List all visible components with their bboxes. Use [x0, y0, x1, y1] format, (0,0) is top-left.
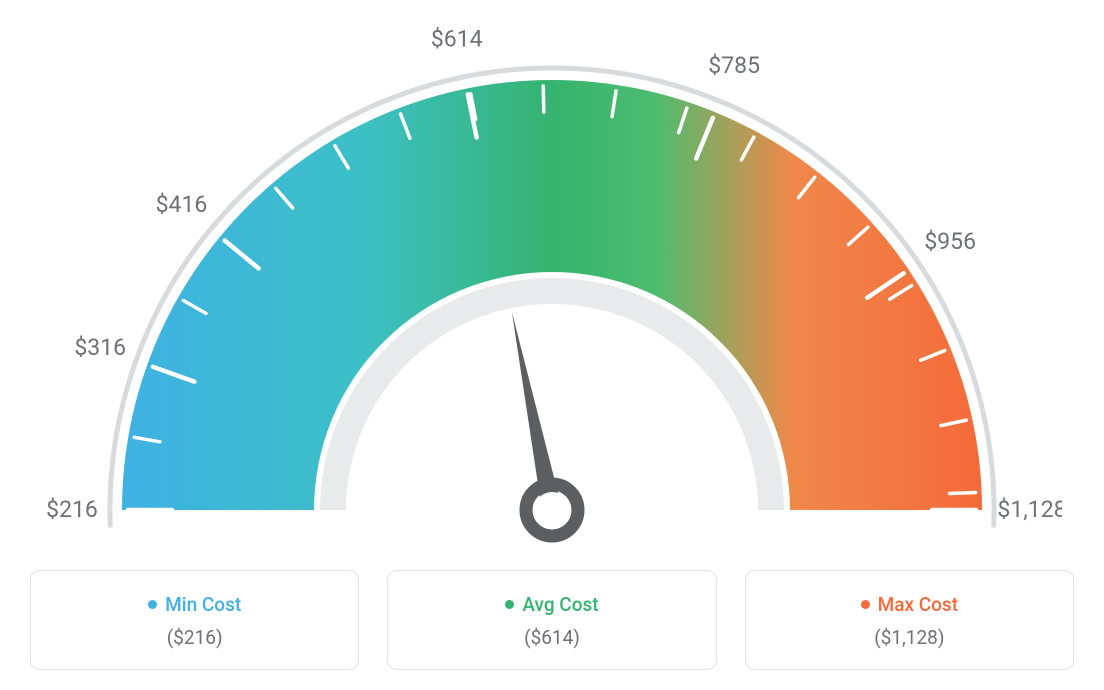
- gauge-chart-container: $216 $316 $416 $614 $785 $956 $1,128 Min Cost …: [0, 0, 1104, 690]
- legend-card-max: Max Cost ($1,128): [745, 570, 1074, 670]
- legend-row: Min Cost ($216) Avg Cost ($614) Max Cost…: [30, 570, 1074, 670]
- legend-dot-min: [148, 600, 157, 609]
- gauge-tick-label: $316: [74, 334, 126, 361]
- legend-label-avg: Avg Cost: [522, 593, 598, 616]
- legend-dot-max: [861, 600, 870, 609]
- legend-value-min: ($216): [167, 626, 223, 649]
- legend-label-min: Min Cost: [165, 593, 241, 616]
- gauge-tick-label: $785: [708, 52, 760, 79]
- legend-card-min: Min Cost ($216): [30, 570, 359, 670]
- legend-card-avg: Avg Cost ($614): [387, 570, 716, 670]
- legend-value-max: ($1,128): [874, 626, 944, 649]
- gauge-tick-label: $956: [924, 228, 976, 255]
- legend-value-avg: ($614): [524, 626, 580, 649]
- legend-title-max: Max Cost: [861, 593, 958, 616]
- gauge-tick-label: $614: [431, 26, 483, 53]
- legend-dot-avg: [505, 600, 514, 609]
- gauge-tick-label: $1,128: [997, 496, 1062, 523]
- gauge-svg: $216 $316 $416 $614 $785 $956 $1,128: [42, 10, 1062, 570]
- gauge-tick-label: $216: [46, 496, 98, 523]
- legend-title-min: Min Cost: [148, 593, 241, 616]
- legend-label-max: Max Cost: [878, 593, 958, 616]
- legend-title-avg: Avg Cost: [505, 593, 598, 616]
- gauge-tick-label: $416: [156, 191, 208, 218]
- gauge-wrap: $216 $316 $416 $614 $785 $956 $1,128: [30, 10, 1074, 570]
